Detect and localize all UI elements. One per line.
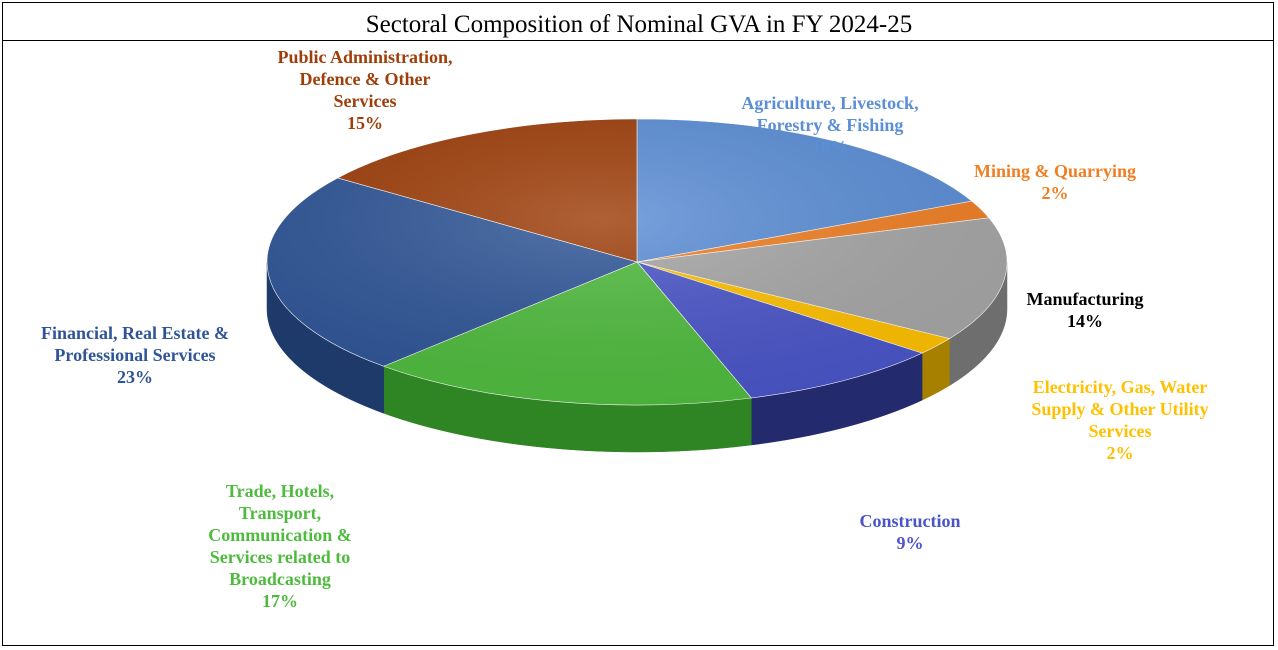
slice-percent: 2% — [1106, 443, 1134, 463]
slice-label-line: Mining & Quarrying — [973, 161, 1136, 181]
slice-label-line: Public Administration, — [277, 47, 453, 67]
title-divider — [2, 40, 1274, 41]
slice-label-4: Construction 9% — [830, 510, 990, 554]
slice-label-line: Professional Services — [54, 345, 216, 365]
pie-gloss — [267, 119, 1007, 405]
slice-label-3: Electricity, Gas, Water Supply & Other Ut… — [1000, 376, 1240, 464]
slice-label-2: Manufacturing 14% — [990, 288, 1180, 332]
slice-label-0: Agriculture, Livestock, Forestry & Fishin… — [700, 92, 960, 158]
slice-label-line: Services related to — [209, 547, 351, 567]
slice-label-line: Manufacturing — [1026, 289, 1144, 309]
slice-label-line: Services — [333, 91, 397, 111]
slice-label-7: Public Administration, Defence & Other Ser… — [235, 46, 495, 134]
slice-label-line: Broadcasting — [229, 569, 331, 589]
slice-label-line: Financial, Real Estate & — [41, 323, 229, 343]
slice-label-line: Electricity, Gas, Water — [1032, 377, 1208, 397]
slice-percent: 15% — [347, 113, 383, 133]
slice-label-1: Mining & Quarrying 2% — [940, 160, 1170, 204]
slice-label-line: Agriculture, Livestock, — [741, 93, 919, 113]
slice-percent: 9% — [896, 533, 924, 553]
slice-percent: 18% — [812, 137, 848, 157]
slice-label-line: Trade, Hotels, — [225, 481, 335, 501]
chart-title: Sectoral Composition of Nominal GVA in F… — [365, 11, 913, 38]
slice-label-line: Defence & Other — [299, 69, 431, 89]
slice-label-line: Transport, — [238, 503, 322, 523]
slice-label-line: Forestry & Fishing — [756, 115, 904, 135]
slice-label-6: Financial, Real Estate & Professional Ser… — [0, 322, 270, 388]
slice-percent: 2% — [1041, 183, 1069, 203]
slice-label-line: Communication & — [208, 525, 352, 545]
slice-label-5: Trade, Hotels, Transport, Communication & S… — [165, 480, 395, 612]
slice-percent: 17% — [262, 591, 298, 611]
slice-label-line: Construction — [859, 511, 961, 531]
slice-label-line: Supply & Other Utility — [1031, 399, 1209, 419]
slice-label-line: Services — [1088, 421, 1152, 441]
pie-side-walls — [266, 261, 1008, 453]
slice-percent: 23% — [117, 367, 153, 387]
slice-percent: 14% — [1067, 311, 1103, 331]
